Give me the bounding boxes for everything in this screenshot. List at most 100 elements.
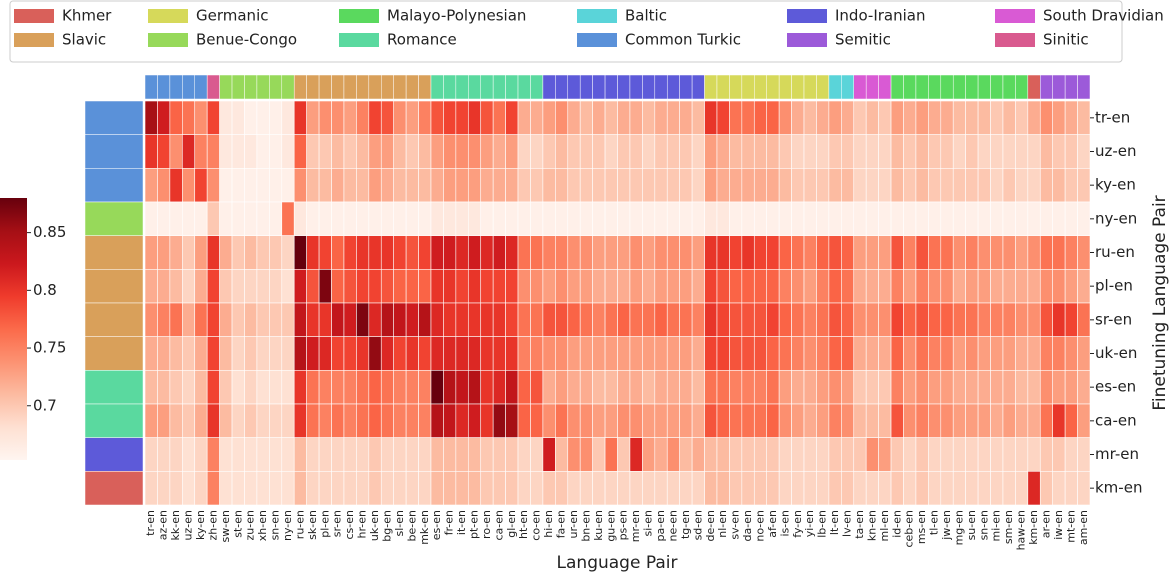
heatmap-cell (853, 437, 867, 472)
heatmap-cell (480, 437, 494, 472)
heatmap-cell (716, 269, 730, 304)
heatmap-cell (1015, 437, 1029, 472)
row-group-strip (84, 269, 144, 304)
heatmap-cell (604, 269, 618, 304)
heatmap-cell (244, 437, 258, 472)
heatmap-cell (219, 201, 233, 236)
heatmap-cell (629, 201, 643, 236)
heatmap-cell (753, 370, 768, 405)
legend-swatch (787, 33, 827, 47)
column-group-strip (293, 74, 307, 100)
heatmap-cell (1077, 235, 1091, 270)
column-group-strip (977, 74, 991, 100)
heatmap-cell (1052, 370, 1066, 405)
heatmap-cell (492, 269, 506, 304)
heatmap-cell (903, 302, 917, 337)
heatmap-cell (505, 168, 519, 203)
heatmap-cell (380, 370, 394, 405)
heatmap-cell (281, 437, 295, 472)
heatmap-cell (281, 370, 295, 405)
heatmap-cell (716, 134, 730, 169)
heatmap-cell (1052, 134, 1066, 169)
heatmap-cell (816, 403, 830, 438)
heatmap-cell (791, 471, 805, 506)
heatmap-cell (306, 302, 320, 337)
column-group-strip (405, 74, 419, 100)
x-tick-label: sr-en (331, 510, 344, 537)
heatmap-cell (642, 235, 656, 270)
colorbar-tick-label: 0.7 (33, 396, 57, 414)
heatmap-cell (517, 235, 531, 270)
heatmap-cell (965, 437, 979, 472)
heatmap-cell (269, 403, 283, 438)
heatmap-cell (1002, 302, 1016, 337)
heatmap-cell (704, 134, 718, 169)
heatmap-cell (691, 437, 705, 472)
column-group-strip (741, 74, 755, 100)
heatmap-cell (530, 168, 544, 203)
heatmap-cell (928, 403, 942, 438)
heatmap-cell (1064, 269, 1078, 304)
x-tick-label: ms-en (915, 510, 928, 544)
heatmap-cell (1002, 168, 1016, 203)
x-tick-label: ml-en (878, 510, 891, 542)
heatmap-cell (865, 302, 879, 337)
heatmap-cell (990, 302, 1004, 337)
column-group-strip (828, 74, 842, 100)
heatmap-cell (318, 168, 332, 203)
heatmap-cell (293, 403, 307, 438)
heatmap-cell (915, 168, 929, 203)
heatmap-cell (791, 437, 805, 472)
heatmap-cell (206, 269, 220, 304)
heatmap-cell (666, 370, 680, 405)
heatmap-cell (281, 235, 295, 270)
heatmap-cell (169, 100, 183, 135)
legend-swatch (339, 33, 379, 47)
heatmap-cell (865, 168, 879, 203)
heatmap-cell (965, 100, 979, 135)
heatmap-cell (380, 302, 394, 337)
heatmap-cell (455, 403, 469, 438)
heatmap-cell (1077, 336, 1091, 371)
heatmap-cell (604, 235, 618, 270)
heatmap-cell (753, 100, 768, 135)
heatmap-cell (380, 269, 394, 304)
heatmap-cell (965, 370, 979, 405)
heatmap-cell (1039, 269, 1053, 304)
row-group-strip (84, 403, 144, 438)
heatmap-cell (890, 134, 904, 169)
heatmap-cell (293, 168, 307, 203)
heatmap-cell (642, 302, 656, 337)
heatmap-cell (567, 437, 581, 472)
heatmap-cell (144, 201, 158, 236)
heatmap-cell (219, 370, 233, 405)
heatmap-cell (642, 134, 656, 169)
column-group-strip (517, 74, 531, 100)
heatmap-cell (318, 403, 332, 438)
heatmap-cell (455, 437, 469, 472)
heatmap-cell (679, 269, 693, 304)
heatmap-cell (169, 302, 183, 337)
heatmap-cell (492, 471, 506, 506)
heatmap-cell (853, 134, 867, 169)
heatmap-cell (878, 437, 892, 472)
heatmap-cell (816, 302, 830, 337)
heatmap-cell (467, 336, 482, 371)
heatmap-cell (1027, 168, 1041, 203)
heatmap-cell (182, 168, 196, 203)
x-tick-label: mt-en (1064, 510, 1077, 543)
heatmap-cell (182, 437, 196, 472)
heatmap-cell (343, 302, 357, 337)
heatmap-cell (1015, 201, 1029, 236)
heatmap-cell (517, 100, 531, 135)
x-tick-label: it-en (455, 510, 468, 535)
legend-swatch (577, 33, 617, 47)
x-tick-label: da-en (741, 510, 754, 541)
heatmap-cell (965, 336, 979, 371)
heatmap-cell (393, 100, 407, 135)
heatmap-cell (778, 134, 792, 169)
heatmap-cell (704, 201, 718, 236)
heatmap-cell (393, 168, 407, 203)
heatmap-cell (331, 100, 345, 135)
x-tick-label: tl-en (928, 510, 941, 535)
